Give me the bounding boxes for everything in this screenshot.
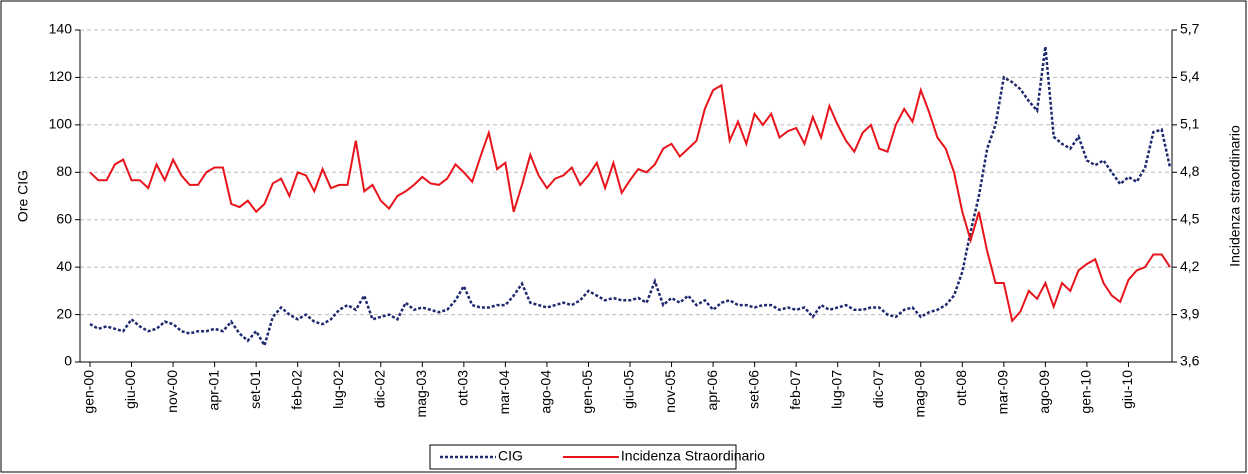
series-line [89, 46, 1172, 349]
y2-tick-label: 4,2 [1180, 258, 1200, 274]
x-tick-label: dic-02 [371, 370, 387, 408]
x-tick-label: apr-01 [205, 370, 221, 411]
x-tick-label: gen-05 [579, 370, 595, 414]
y-axis-label: Ore CIG [15, 170, 31, 222]
y-tick-label: 60 [56, 210, 72, 226]
x-tick-label: gen-00 [81, 370, 97, 414]
x-tick-label: set-06 [745, 370, 761, 409]
x-tick-label: feb-02 [288, 370, 304, 410]
x-tick-label: ott-03 [455, 370, 471, 406]
x-tick-label: apr-06 [704, 370, 720, 411]
x-tick-label: ott-08 [953, 370, 969, 406]
y-tick-label: 100 [49, 116, 73, 132]
y2-tick-label: 3,6 [1180, 353, 1200, 369]
x-tick-label: ago-04 [538, 370, 554, 414]
x-tick-label: nov-00 [164, 370, 180, 413]
x-tick-label: mar-09 [995, 370, 1011, 415]
y2-tick-label: 4,8 [1180, 163, 1200, 179]
y-tick-label: 140 [49, 21, 73, 37]
y-tick-label: 40 [56, 258, 72, 274]
x-tick-label: nov-05 [662, 370, 678, 413]
y-tick-label: 120 [49, 68, 73, 84]
x-tick-label: mar-04 [496, 370, 512, 415]
y2-tick-label: 5,1 [1180, 116, 1200, 132]
x-tick-label: mag-08 [911, 370, 927, 418]
x-tick-label: giu-05 [621, 370, 637, 409]
x-tick-label: lug-02 [330, 370, 346, 409]
legend-label: Incidenza Straordinario [621, 448, 765, 464]
x-tick-label: dic-07 [870, 370, 886, 408]
y2-tick-label: 5,4 [1180, 68, 1200, 84]
x-tick-label: giu-00 [122, 370, 138, 409]
y2-tick-label: 3,9 [1180, 305, 1200, 321]
x-tick-label: set-01 [247, 370, 263, 409]
x-tick-label: lug-07 [828, 370, 844, 409]
series-line [89, 83, 1171, 324]
legend-label: CIG [498, 448, 523, 464]
y2-tick-label: 4,5 [1180, 210, 1200, 226]
y2-tick-label: 5,7 [1180, 21, 1200, 37]
y-tick-label: 0 [64, 353, 72, 369]
x-tick-label: mag-03 [413, 370, 429, 418]
x-tick-label: giu-10 [1119, 370, 1135, 409]
y-tick-label: 80 [56, 163, 72, 179]
x-tick-label: feb-07 [787, 370, 803, 410]
y2-axis-label: Incidenza straordinario [1227, 125, 1243, 267]
x-tick-label: ago-09 [1036, 370, 1052, 414]
y-tick-label: 20 [56, 305, 72, 321]
x-tick-label: gen-10 [1078, 370, 1094, 414]
